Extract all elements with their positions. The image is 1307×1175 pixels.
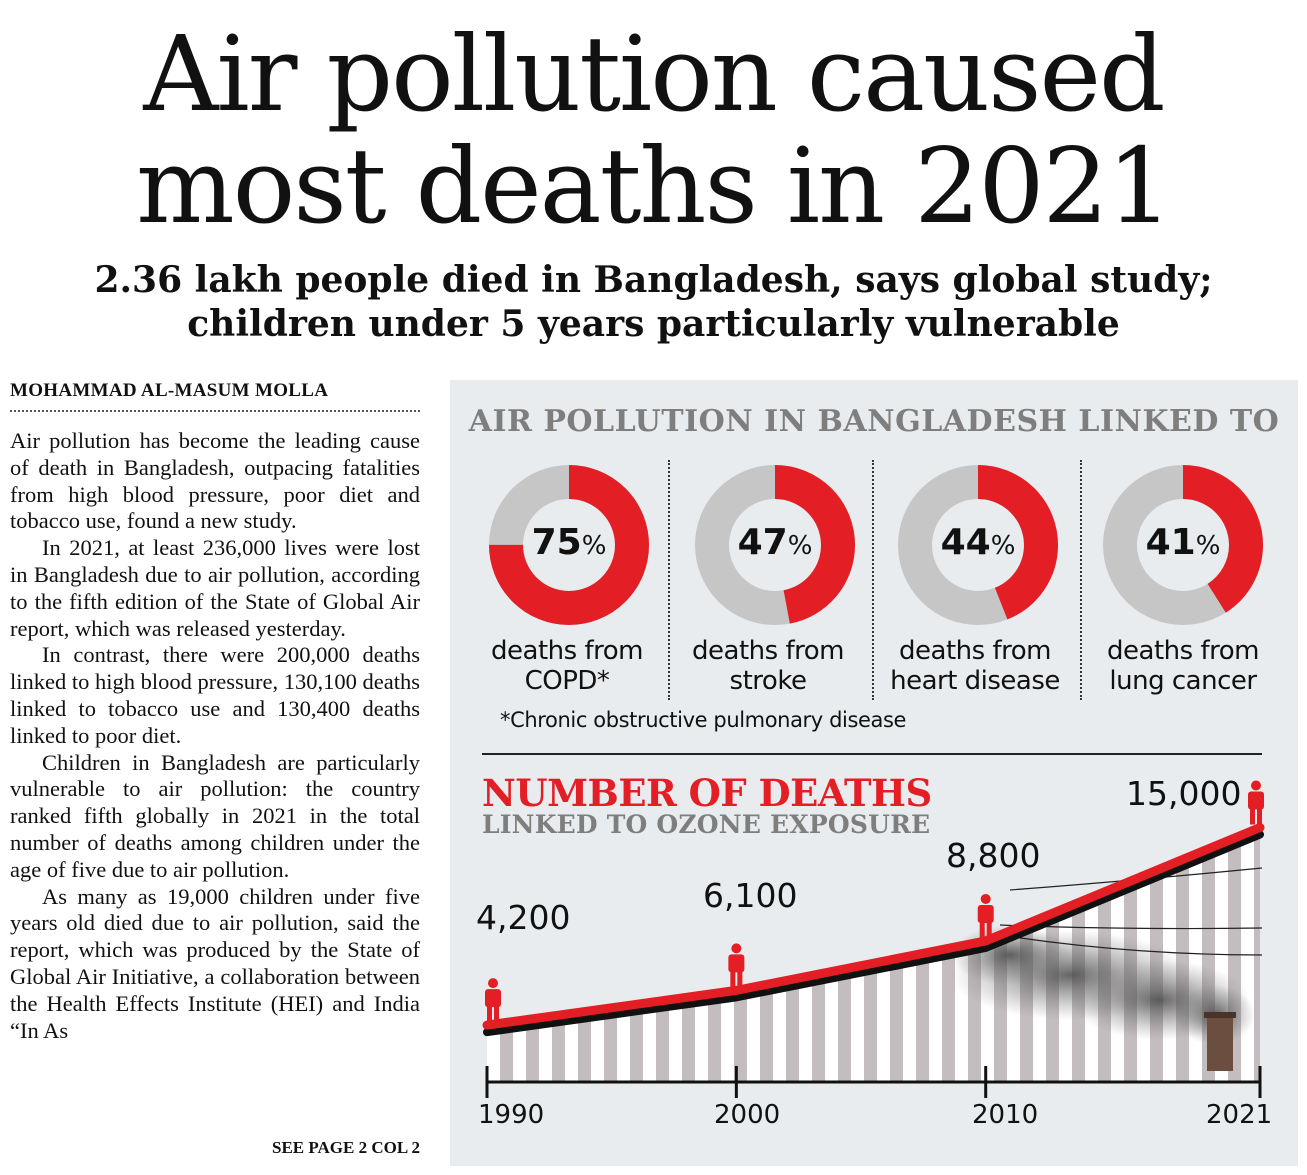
deaths-chart-subtitle: LINKED TO OZONE EXPOSURE [482,810,931,839]
donut-value-heart-disease: 44% [940,522,1016,563]
donut-slice-stroke [695,465,855,625]
donut-slice-copd [489,465,649,625]
article-paragraph: As many as 19,000 children under five ye… [10,883,420,1043]
column-divider [872,460,874,700]
section-divider [482,753,1262,755]
donut-value-copd: 75% [531,522,607,563]
x-tick-label-2010: 2010 [972,1100,1039,1130]
byline: MOHAMMAD AL-MASUM MOLLA [10,380,420,412]
article-paragraph: In contrast, there were 200,000 deaths l… [10,642,420,748]
article-paragraph: Air pollution has become the leading cau… [10,428,420,534]
donut-value-stroke: 47% [737,522,813,563]
cause-label-heart-disease: deaths from heart disease [890,636,1060,696]
headline-line-2: most deaths in 2021 [136,125,1173,247]
donut-stroke: 47% [690,460,860,630]
x-tick-label-2000: 2000 [714,1100,781,1130]
donut-chart-lung-cancer [1103,465,1263,625]
chart-area-fill [487,835,1260,1082]
chart-line-shadow [483,830,1264,1037]
infographic-title: AIR POLLUTION IN BANGLADESH LINKED TO [468,404,1280,439]
subheadline-line-1: 2.36 lakh people died in Bangladesh, say… [94,259,1213,301]
person-marker-2000 [728,943,745,988]
donut-chart-heart-disease [898,465,1058,625]
donut-slice-heart-disease [898,465,1058,625]
column-divider [668,460,670,700]
donut-chart-copd [489,465,649,625]
article-paragraph: In 2021, at least 236,000 lives were los… [10,535,420,641]
cause-label-lung-cancer: deaths from lung cancer [1107,636,1259,696]
donut-heart-disease: 44% [893,460,1063,630]
footnote: *Chronic obstructive pulmonary disease [500,708,907,732]
article-paragraph: Children in Bangladesh are particularly … [10,749,420,882]
donut-chart-stroke [695,465,855,625]
subheadline: 2.36 lakh people died in Bangladesh, say… [0,258,1307,346]
continuation-jump: SEE PAGE 2 COL 2 [272,1138,420,1157]
deaths-chart-title: NUMBER OF DEATHS [482,771,932,815]
data-label-2000: 6,100 [703,876,798,915]
donut-lung-cancer: 41% [1098,460,1268,630]
data-label-2021: 15,000 [1126,774,1242,813]
x-tick-label-2021: 2021 [1206,1100,1273,1130]
smokestack-illustration [950,925,1255,1071]
x-tick-label-1990: 1990 [478,1100,545,1130]
headline-line-1: Air pollution caused [143,13,1165,135]
person-marker-1990 [485,978,501,1023]
chart-line [482,823,1265,1030]
cause-label-stroke: deaths from stroke [692,636,844,696]
donut-slice-lung-cancer [1103,465,1263,625]
donut-copd: 75% [484,460,654,630]
headline: Air pollution caused most deaths in 2021 [0,18,1307,242]
donut-value-lung-cancer: 41% [1145,522,1221,563]
article-body: Air pollution has become the leading cau… [10,428,420,1044]
subheadline-line-2: children under 5 years particularly vuln… [187,303,1120,345]
data-label-1990: 4,200 [476,898,571,937]
person-marker-2010 [977,893,994,938]
cause-label-copd: deaths from COPD* [491,636,643,696]
person-marker-2021 [1248,780,1264,825]
column-divider [1080,460,1082,700]
data-label-2010: 8,800 [946,836,1041,875]
